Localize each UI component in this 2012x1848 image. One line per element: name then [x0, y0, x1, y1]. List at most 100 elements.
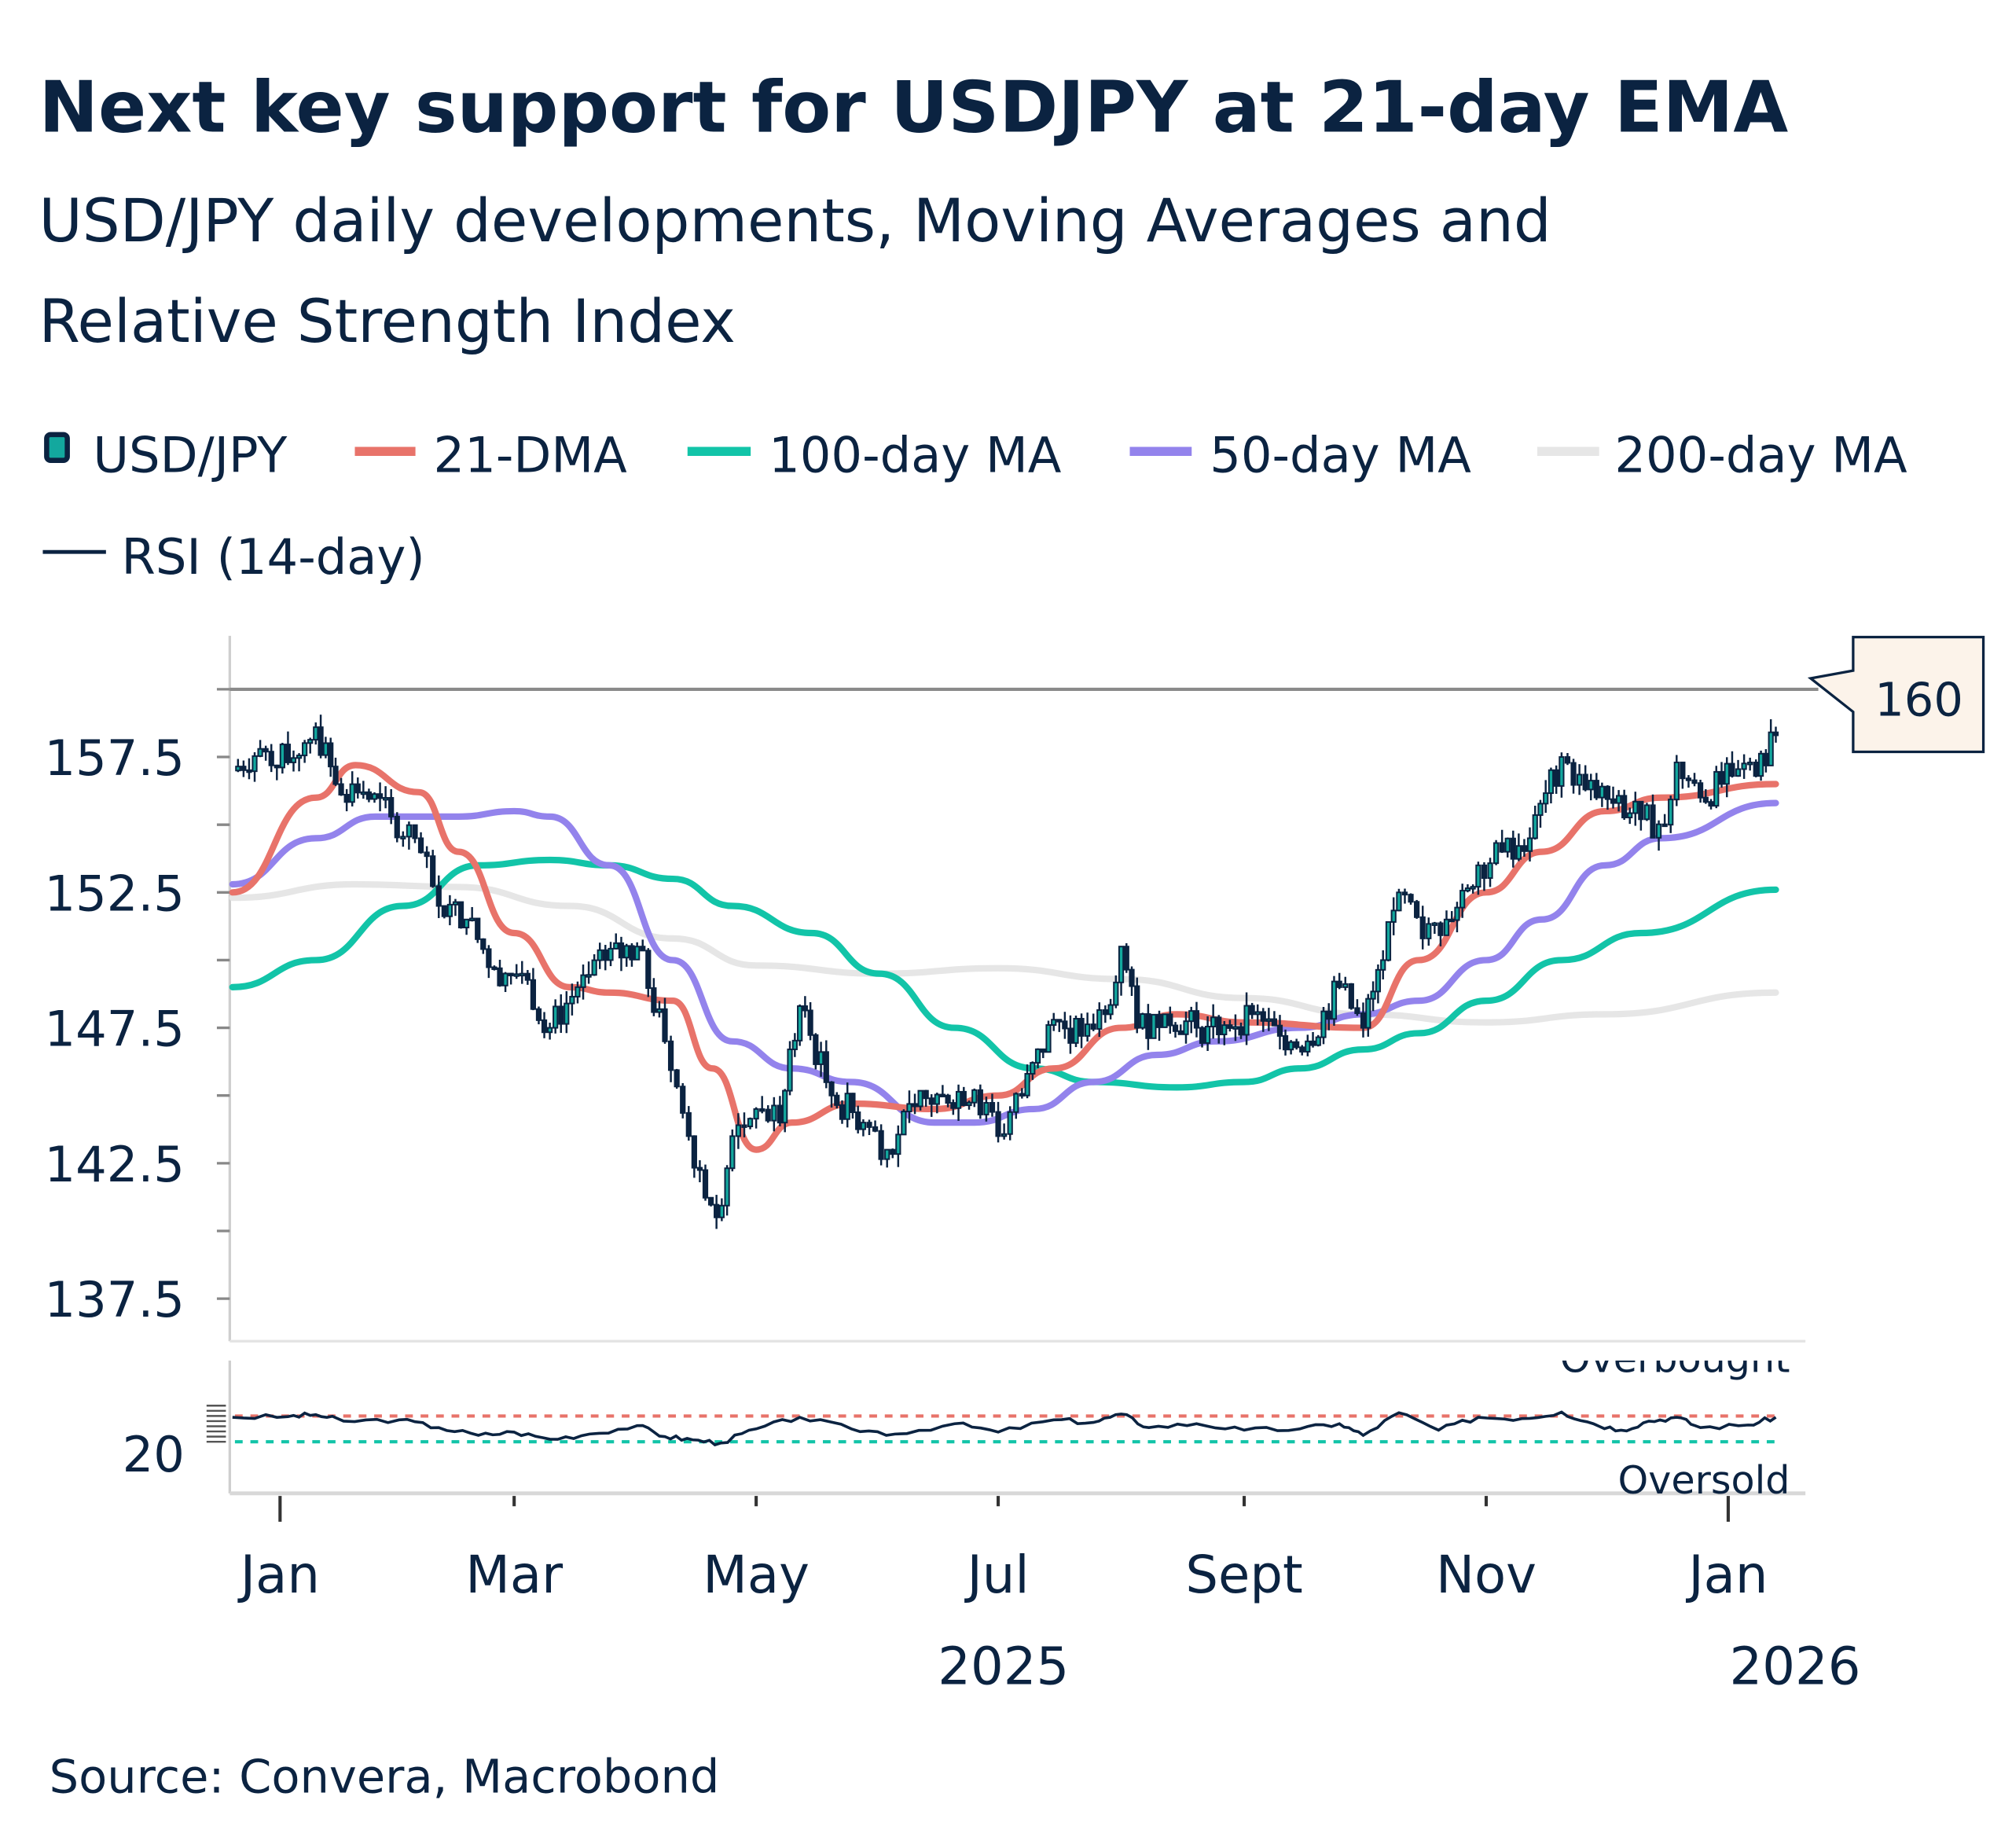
candlestick — [586, 961, 592, 984]
candlestick — [1315, 1034, 1321, 1047]
candlestick — [1385, 920, 1392, 962]
candlestick — [1504, 837, 1511, 858]
candlestick — [558, 994, 564, 1034]
candlestick — [1464, 884, 1471, 893]
candlestick — [575, 981, 581, 1004]
legend-label: RSI (14-day) — [122, 528, 425, 586]
candlestick — [338, 777, 344, 796]
candlestick — [685, 1106, 692, 1141]
candlestick — [718, 1198, 725, 1222]
candlestick — [645, 948, 652, 997]
candlestick — [1123, 942, 1129, 973]
candlestick — [388, 788, 395, 825]
candlestick — [1708, 799, 1714, 810]
candlestick — [1067, 1015, 1074, 1054]
candlestick — [491, 965, 497, 971]
candlestick — [1655, 820, 1662, 851]
candlestick — [1543, 780, 1549, 814]
legend-label: 200-day MA — [1614, 426, 1907, 483]
candlestick — [1380, 950, 1386, 979]
candlestick — [1414, 899, 1420, 919]
chart-subtitle-line-1: USD/JPY daily developments, Moving Avera… — [39, 186, 1551, 255]
candlestick — [895, 1125, 901, 1167]
candlestick — [1167, 1006, 1173, 1034]
candlestick — [696, 1160, 703, 1183]
candlestick — [469, 906, 475, 922]
candlestick — [1437, 921, 1444, 946]
candlestick — [866, 1119, 872, 1136]
y-tick-label: 152.5 — [44, 865, 184, 922]
series-rsi-14-day — [232, 1410, 1777, 1447]
candlestick — [296, 753, 303, 772]
candlestick — [674, 1068, 680, 1089]
candlestick — [1107, 998, 1114, 1020]
candlestick — [707, 1196, 714, 1207]
candlestick — [1183, 1012, 1189, 1044]
candlestick — [1408, 893, 1414, 905]
candlestick — [1051, 1012, 1057, 1031]
candlestick — [934, 1093, 940, 1114]
candlestick — [1390, 897, 1397, 935]
candlestick — [1113, 975, 1119, 1009]
legend-item-rsi: RSI (14-day) — [42, 528, 425, 586]
candlestick — [480, 938, 486, 954]
candlestick — [782, 1089, 788, 1133]
candlestick — [1271, 1011, 1278, 1027]
candlestick — [1515, 833, 1522, 862]
candlestick — [802, 996, 808, 1018]
candlestick — [513, 964, 520, 979]
candlestick — [1282, 1029, 1289, 1056]
candlestick — [430, 850, 436, 888]
candlestick — [486, 945, 492, 979]
candlestick — [747, 1117, 754, 1130]
candlestick — [950, 1099, 956, 1115]
candlestick — [1718, 762, 1725, 788]
candlestick — [1548, 767, 1555, 804]
candlestick — [1320, 1006, 1327, 1045]
candlestick — [463, 918, 470, 935]
candlestick — [691, 1135, 697, 1178]
y-tick-label: 157.5 — [44, 729, 184, 787]
candlestick — [1078, 1013, 1085, 1049]
candlestick — [1118, 946, 1125, 996]
candlestick — [765, 1105, 771, 1123]
candlestick — [724, 1165, 730, 1216]
candlestick — [878, 1124, 884, 1166]
candlestick — [394, 812, 400, 843]
candlestick — [452, 898, 459, 917]
candlestick — [1763, 749, 1769, 773]
candlestick — [1188, 1006, 1195, 1034]
series-50-day-ma — [229, 799, 1779, 1126]
candlestick — [680, 1082, 686, 1119]
candlestick — [307, 737, 314, 754]
candlestick — [1299, 1045, 1305, 1056]
candlestick — [1045, 1020, 1052, 1053]
candlestick — [424, 846, 430, 869]
candlestick — [729, 1129, 736, 1172]
candlestick — [1034, 1048, 1041, 1068]
candlestick — [1747, 757, 1753, 771]
candlestick — [1553, 765, 1559, 794]
candlestick — [1360, 1002, 1367, 1038]
candlestick — [823, 1040, 829, 1089]
legend-label: 100-day MA — [769, 426, 1062, 483]
candlestick — [597, 942, 603, 969]
candlestick — [475, 917, 481, 943]
candlestick — [753, 1107, 759, 1129]
year-label-2026: 2026 — [1730, 1637, 1861, 1697]
chart-subtitle-line-2: Relative Strength Index — [39, 287, 736, 356]
candlestick — [1396, 888, 1402, 912]
price-panel: 157.5 152.5 147.5 142.5 137.5 160 — [44, 635, 1985, 1343]
candlestick — [1232, 1014, 1239, 1042]
legend-item-100-day-ma: 100-day MA — [687, 426, 1062, 483]
candlestick — [268, 744, 274, 773]
candlestick — [1680, 761, 1686, 789]
candlestick — [1627, 807, 1633, 825]
candlestick — [530, 968, 537, 1011]
candlestick — [441, 905, 447, 919]
candlestick — [343, 788, 350, 812]
candlestick — [906, 1090, 912, 1123]
candlestick — [1134, 977, 1140, 1034]
candlestick — [1713, 766, 1720, 809]
candlestick — [412, 824, 418, 843]
